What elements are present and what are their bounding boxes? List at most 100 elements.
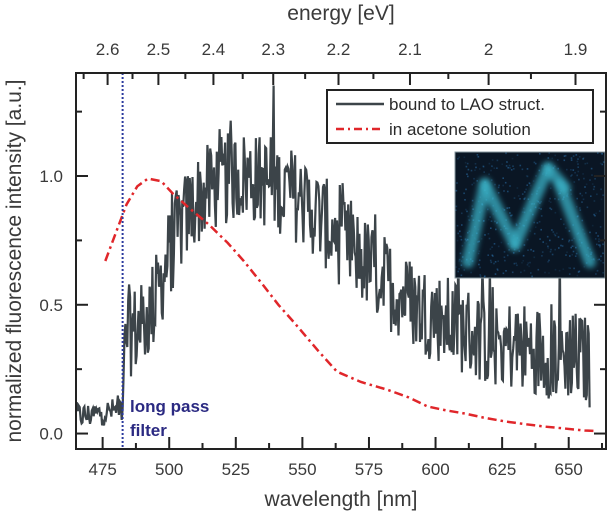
inset-pixel <box>467 168 470 171</box>
inset-pixel <box>493 167 496 169</box>
inset-pixel <box>571 174 573 176</box>
inset-pixel <box>598 258 601 261</box>
inset-pixel <box>546 235 549 238</box>
inset-pixel <box>490 220 493 222</box>
inset-pixel <box>526 184 528 186</box>
inset-pixel <box>455 205 458 208</box>
inset-pixel <box>574 171 576 174</box>
inset-pixel <box>570 175 572 177</box>
inset-pixel <box>530 248 532 251</box>
inset-pixel <box>601 163 604 166</box>
inset-m-stroke <box>479 178 521 251</box>
inset-pixel <box>458 268 460 270</box>
inset-pixel <box>558 247 560 249</box>
inset-pixel <box>473 177 475 180</box>
inset-pixel <box>550 208 553 211</box>
inset-pixel <box>539 202 541 204</box>
inset-pixel <box>470 271 472 274</box>
inset-pixel <box>509 214 512 217</box>
inset-pixel <box>494 220 496 223</box>
inset-pixel <box>554 154 556 157</box>
series-line <box>76 85 591 426</box>
inset-pixel <box>600 198 603 201</box>
inset-pixel <box>521 193 524 195</box>
inset-pixel <box>460 260 463 262</box>
inset-pixel <box>457 157 459 160</box>
inset-pixel <box>459 230 461 233</box>
inset-pixel <box>523 244 526 246</box>
inset-pixel <box>573 245 575 248</box>
inset-pixel <box>458 156 460 159</box>
inset-pixel <box>572 155 575 157</box>
inset-pixel <box>527 262 529 264</box>
inset-pixel <box>590 195 592 197</box>
inset-pixel <box>576 174 578 177</box>
inset-pixel <box>523 269 526 272</box>
inset-pixel <box>495 228 497 231</box>
inset-pixel <box>518 250 521 252</box>
plot-area <box>76 73 596 449</box>
inset-pixel <box>584 186 586 188</box>
inset-pixel <box>572 169 575 171</box>
inset-pixel <box>494 261 497 263</box>
inset-pixel <box>506 254 509 257</box>
inset-pixel <box>548 152 550 155</box>
inset-pixel <box>513 168 515 170</box>
inset-pixel <box>572 250 575 253</box>
inset-pixel <box>582 158 584 160</box>
inset-pixel <box>479 274 481 276</box>
top-tick-label: 2.4 <box>202 40 226 59</box>
inset-pixel <box>496 167 498 169</box>
inset-pixel <box>477 252 480 255</box>
inset-pixel <box>596 243 598 246</box>
legend-box <box>326 89 594 144</box>
inset-pixel <box>578 156 581 158</box>
top-axis-title: energy [eV] <box>287 2 394 25</box>
inset-pixel <box>538 169 541 172</box>
x-tick-label: 575 <box>355 460 383 479</box>
inset-pixel <box>500 241 503 244</box>
inset-pixel <box>560 244 562 247</box>
inset-pixel <box>577 166 579 168</box>
inset-pixel <box>508 207 511 209</box>
inset-pixel <box>479 266 481 269</box>
inset-pixel <box>471 215 473 217</box>
inset-pixel <box>586 162 589 165</box>
inset-pixel <box>582 198 585 201</box>
top-tick-label: 2.2 <box>327 40 351 59</box>
inset-pixel <box>598 238 600 240</box>
inset-pixel <box>457 232 459 235</box>
inset-pixel <box>475 166 477 169</box>
inset-pixel <box>593 185 596 188</box>
inset-pixel <box>509 212 511 214</box>
inset-pixel <box>589 179 591 181</box>
inset-pixel <box>510 169 513 171</box>
inset-pixel <box>566 168 568 171</box>
inset-pixel <box>478 250 481 253</box>
inset-pixel <box>513 262 516 265</box>
inset-pixel <box>596 193 598 196</box>
inset-pixel <box>467 175 469 178</box>
inset-pixel <box>494 273 497 275</box>
inset-pixel <box>549 239 551 242</box>
inset-m-stroke <box>509 162 554 251</box>
top-tick-label: 2.3 <box>261 40 285 59</box>
inset-pixel <box>531 275 533 278</box>
inset-pixel <box>602 194 604 196</box>
inset-pixel <box>544 271 546 274</box>
inset-pixel <box>536 222 539 224</box>
inset-pixel <box>568 230 571 232</box>
inset-pixel <box>560 218 562 220</box>
inset-pixel <box>490 227 492 229</box>
inset-pixel <box>595 232 597 234</box>
inset-pixel <box>490 169 492 172</box>
inset-pixel <box>581 219 584 222</box>
inset-pixel <box>460 264 463 266</box>
inset-pixel <box>504 181 507 184</box>
inset-pixel <box>503 256 506 258</box>
inset-pixel <box>539 153 541 155</box>
inset-pixel <box>516 264 518 267</box>
x-tick-label: 550 <box>288 460 316 479</box>
inset-pixel <box>570 193 573 195</box>
inset-pixel <box>488 237 491 240</box>
